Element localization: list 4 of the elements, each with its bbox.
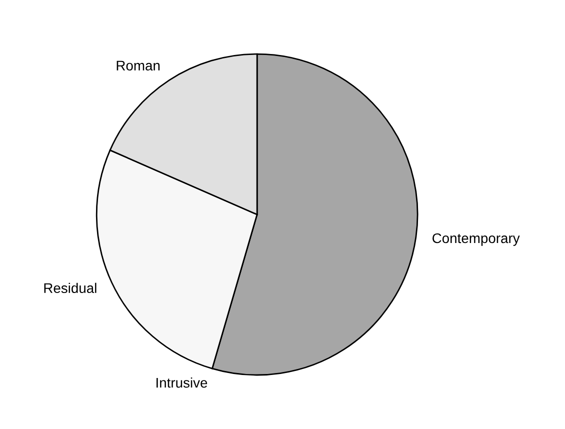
slice-label: Contemporary xyxy=(432,233,520,246)
slice-label: Residual xyxy=(44,282,96,294)
slice-label: Roman xyxy=(116,60,160,71)
category-label: Intrusive xyxy=(156,377,208,388)
